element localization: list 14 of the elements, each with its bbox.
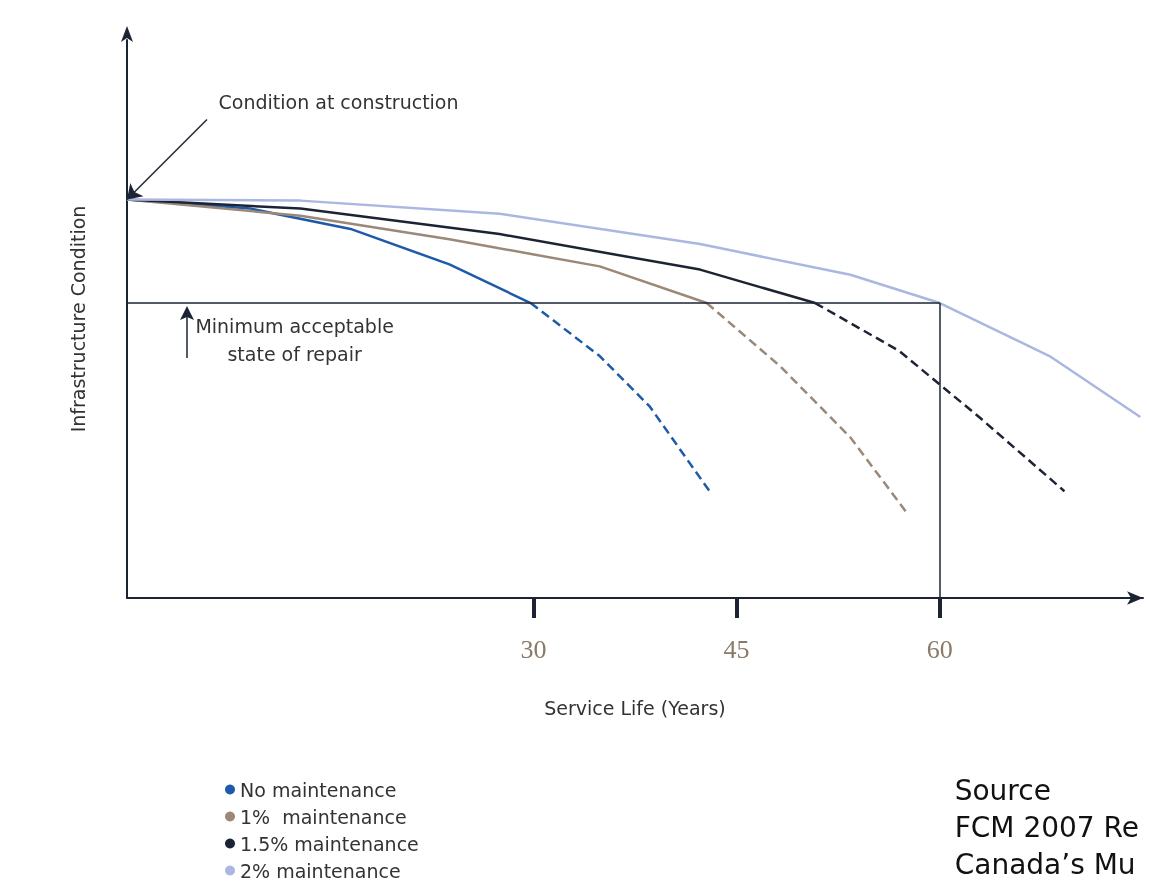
y-axis-title: Infrastructure Condition [66,205,89,433]
text: Canada’s Mu [954,848,1136,881]
legend-label: No maintenance [240,778,397,801]
legend-label: 2% maintenance [240,859,401,882]
x-axis-title: Service Life (Years) [544,696,726,719]
legend-label: 1.5% maintenance [240,832,419,855]
x-tick-label: 30 [520,634,547,664]
x-tick-label: 60 [926,634,953,664]
legend-label: Minimum acceptable state of repair [195,315,394,366]
text: FCM 2007 Re [954,811,1139,844]
legend-label: 1% maintenance [240,805,407,828]
annotation: Condition at construction [218,90,459,113]
x-tick-label: 45 [723,634,750,664]
text: Source [954,774,1051,807]
